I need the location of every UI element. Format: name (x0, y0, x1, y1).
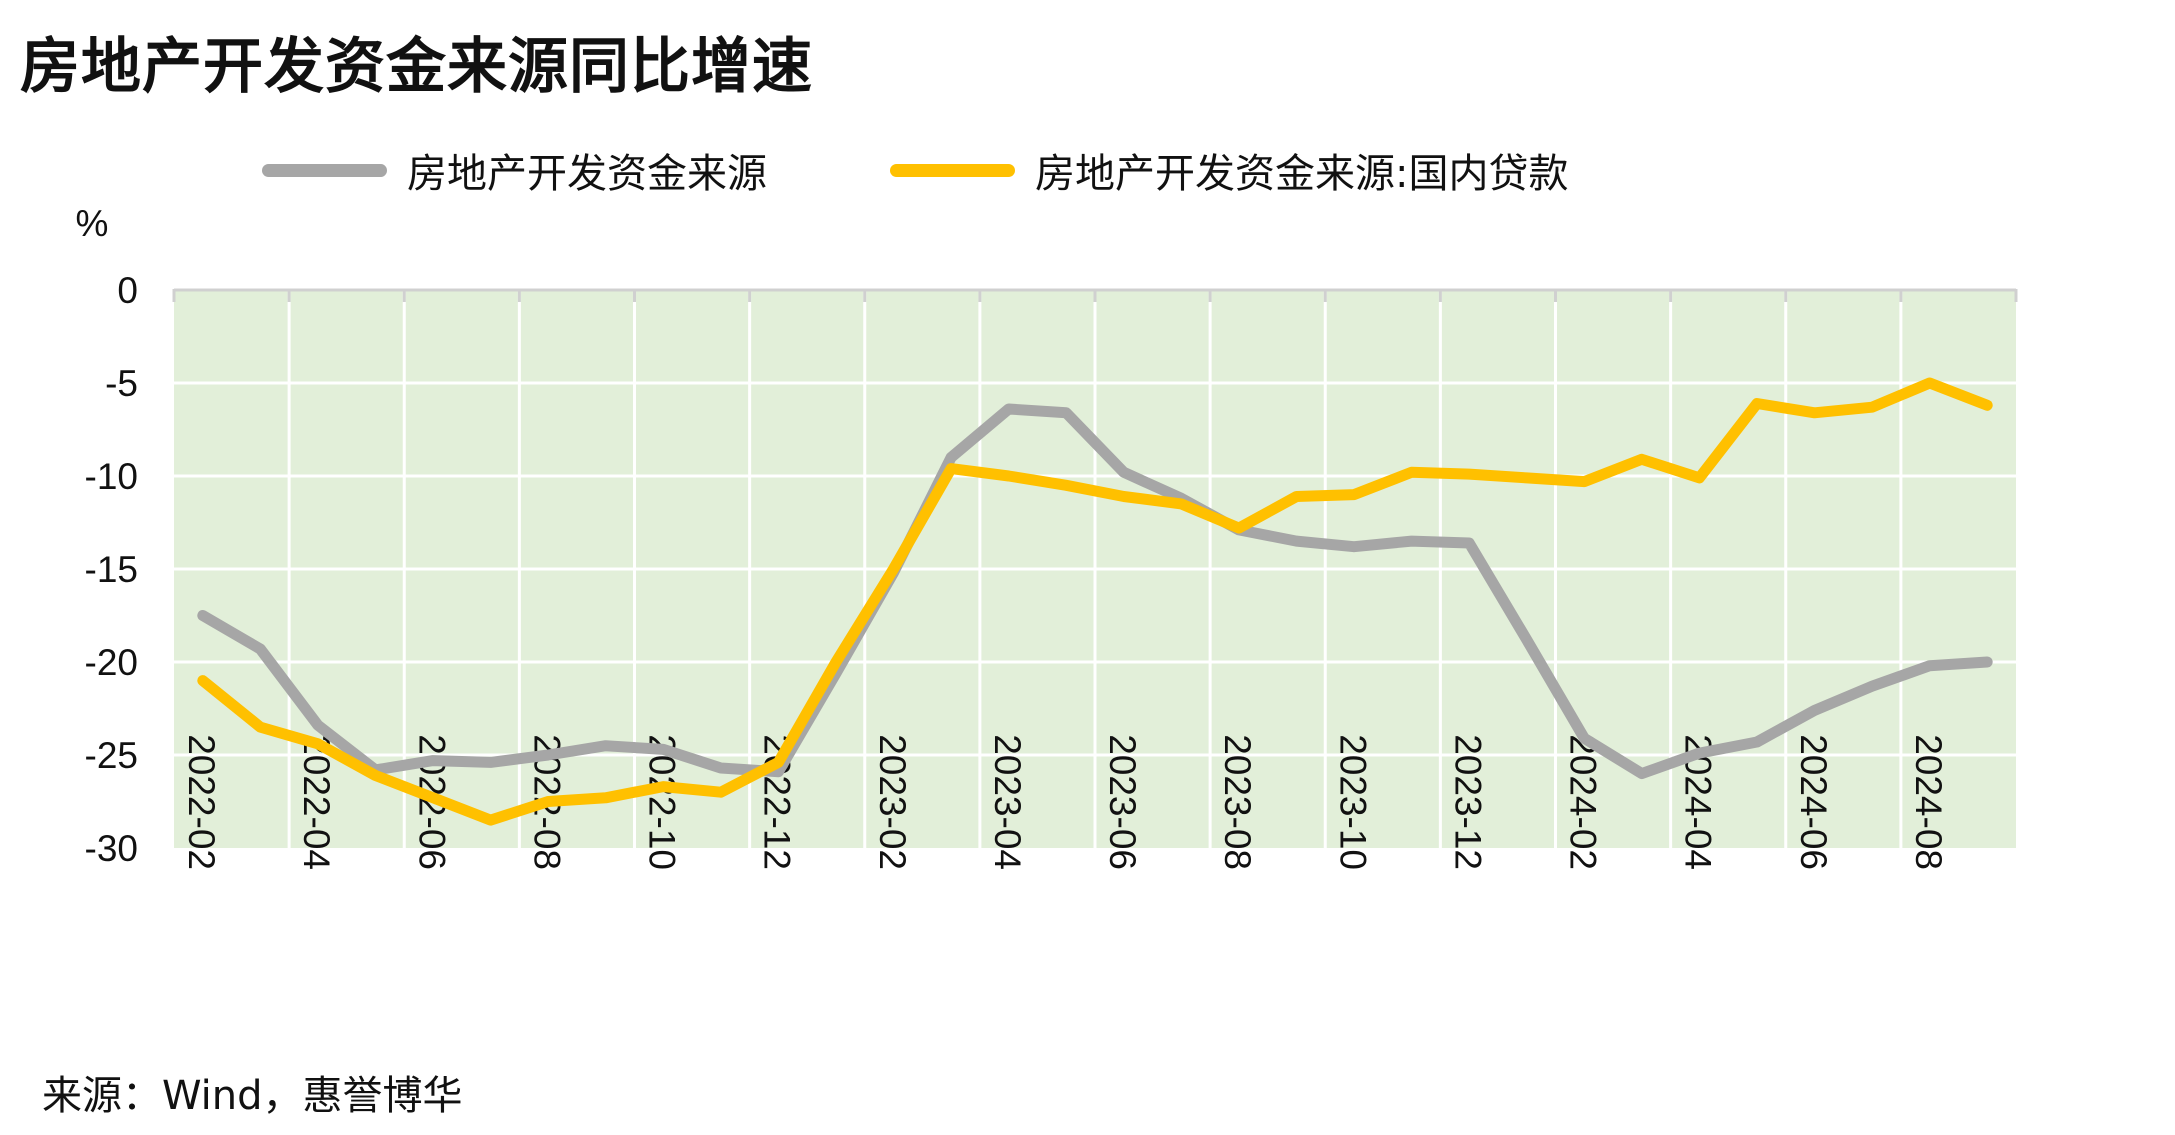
x-tick-label: 2023-12 (1447, 734, 1488, 870)
legend-swatch-total (262, 163, 387, 177)
y-tick-label: -10 (85, 456, 138, 497)
source-note: 来源：Wind，惠誉博华 (42, 1073, 463, 1119)
legend-swatch-loans (890, 163, 1015, 177)
x-tick-label: 2023-08 (1217, 734, 1258, 870)
y-tick-label: -5 (105, 363, 138, 404)
y-axis-unit: % (76, 203, 109, 244)
legend-label-total: 房地产开发资金来源 (407, 151, 767, 197)
x-tick-label: 2023-10 (1332, 734, 1373, 870)
y-tick-label: 0 (117, 270, 138, 311)
y-tick-label: -15 (85, 549, 138, 590)
x-tick-label: 2023-02 (872, 734, 913, 870)
x-tick-label: 2022-02 (181, 734, 222, 870)
x-tick-label: 2023-06 (1102, 734, 1143, 870)
series-line-loans (197, 377, 1993, 826)
y-tick-label: -20 (85, 642, 138, 683)
x-tick-label: 2024-02 (1563, 734, 1604, 870)
chart-title: 房地产开发资金来源同比增速 (20, 32, 813, 102)
y-tick-label: -25 (85, 735, 138, 776)
legend-label-loans: 房地产开发资金来源:国内贷款 (1035, 151, 1569, 197)
x-tick-label: 2024-06 (1793, 734, 1834, 870)
legend-item-total: 房地产开发资金来源 (262, 140, 767, 200)
x-tick-label: 2024-08 (1908, 734, 1949, 870)
y-tick-label: -30 (85, 828, 138, 869)
series-line-total (197, 403, 1993, 780)
legend-item-loans: 房地产开发资金来源:国内贷款 (890, 140, 1568, 200)
x-tick-label: 2023-04 (987, 734, 1028, 870)
